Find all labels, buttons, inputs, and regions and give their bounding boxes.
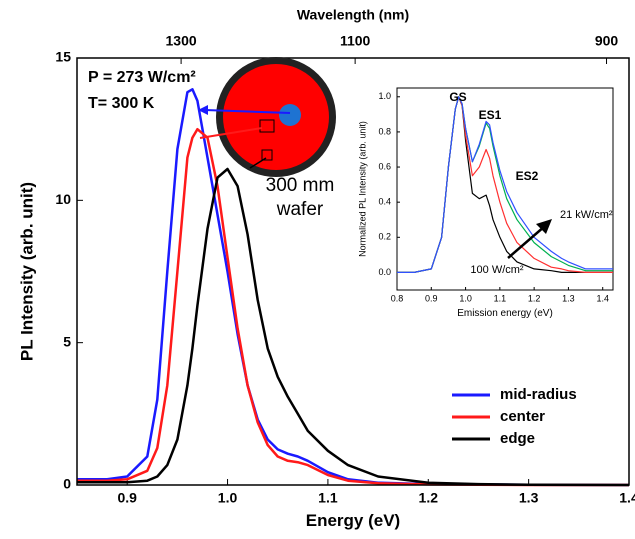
x-tick-label: 1.0 [459,293,472,303]
annotation: GS [449,90,466,104]
series-line [77,167,630,487]
annotation: ES1 [479,108,502,122]
y-tick-label: 0.4 [378,197,391,207]
wafer-edge-square [261,149,273,161]
legend-label: edge [500,430,535,447]
x-tick-label: 1.3 [519,490,539,506]
x-tick-label: 0.8 [391,293,404,303]
x-tick-label: 1.0 [218,490,238,506]
annotation: 100 W/cm² [470,264,524,276]
x-axis-title: Emission energy (eV) [457,308,553,319]
inset-frame [396,87,614,291]
x-tick-label: 0.9 [425,293,438,303]
x-tick-label: 1.2 [528,293,541,303]
x-tick-label: 1.3 [562,293,575,303]
annotation: 300 mm [266,175,335,196]
y-tick-label: 0.2 [378,232,391,242]
annotation: wafer [276,199,324,220]
wafer-body [223,64,329,170]
y-tick-label: 10 [55,191,71,207]
annotation: P = 273 W/cm² [88,69,196,86]
inset-plot: 0.8 0.9 1.0 1.1 1.2 1.3 1.4 0.0 0.2 0.4 0.6 0.8 1.0 E… [355,78,625,332]
y-tick-label: 1.0 [378,91,391,101]
y-tick-label: 15 [55,49,71,65]
main-frame [76,57,630,486]
wafer-icon [198,57,336,177]
pointer-red [199,127,263,139]
x2-axis-title: Wavelength (nm) [297,7,409,23]
x-tick-label: 1.2 [419,490,439,506]
y-tick-label: 5 [63,333,71,349]
arrow-head [198,105,208,115]
y-tick-label: 0.6 [378,161,391,171]
y-tick-label: 0 [63,476,71,492]
x2-tick-label: 1100 [340,33,371,49]
x-tick-label: 1.1 [318,490,338,506]
main-plot: 0.9 1.0 1.1 1.2 1.3 1.4 0 5 10 15 1300 1100 900 Wavel… [17,7,635,530]
x2-tick-label: 1300 [166,33,197,49]
x-tick-label: 1.4 [619,490,635,506]
series-line [77,127,629,487]
arrow-head [536,219,552,234]
x-axis-title: Energy (eV) [306,511,400,530]
x2-tick-label: 900 [595,33,619,49]
y-tick-label: 0.8 [378,126,391,136]
annotation: ES2 [516,169,539,183]
inset-arrow [507,219,552,259]
y-axis-title: PL Intensity (arb. unit) [17,182,36,361]
y-tick-label: 0.0 [378,267,391,277]
x-tick-label: 1.1 [494,293,507,303]
x-tick-label: 1.4 [596,293,609,303]
y-axis-title: Normalized PL Intensity (arb. unit) [357,121,367,257]
wafer-center-square [259,119,275,133]
pointer-blue [204,109,291,114]
series-line [397,96,613,273]
legend-label: center [500,408,545,425]
arrow-shaft [507,225,546,259]
annotation: T= 300 K [88,95,155,112]
pointer-black [249,157,267,169]
wafer-mid-radius [279,104,301,126]
x-tick-label: 0.9 [117,490,137,506]
annotation: 21 kW/cm² [560,209,613,221]
legend-label: mid-radius [500,386,577,403]
